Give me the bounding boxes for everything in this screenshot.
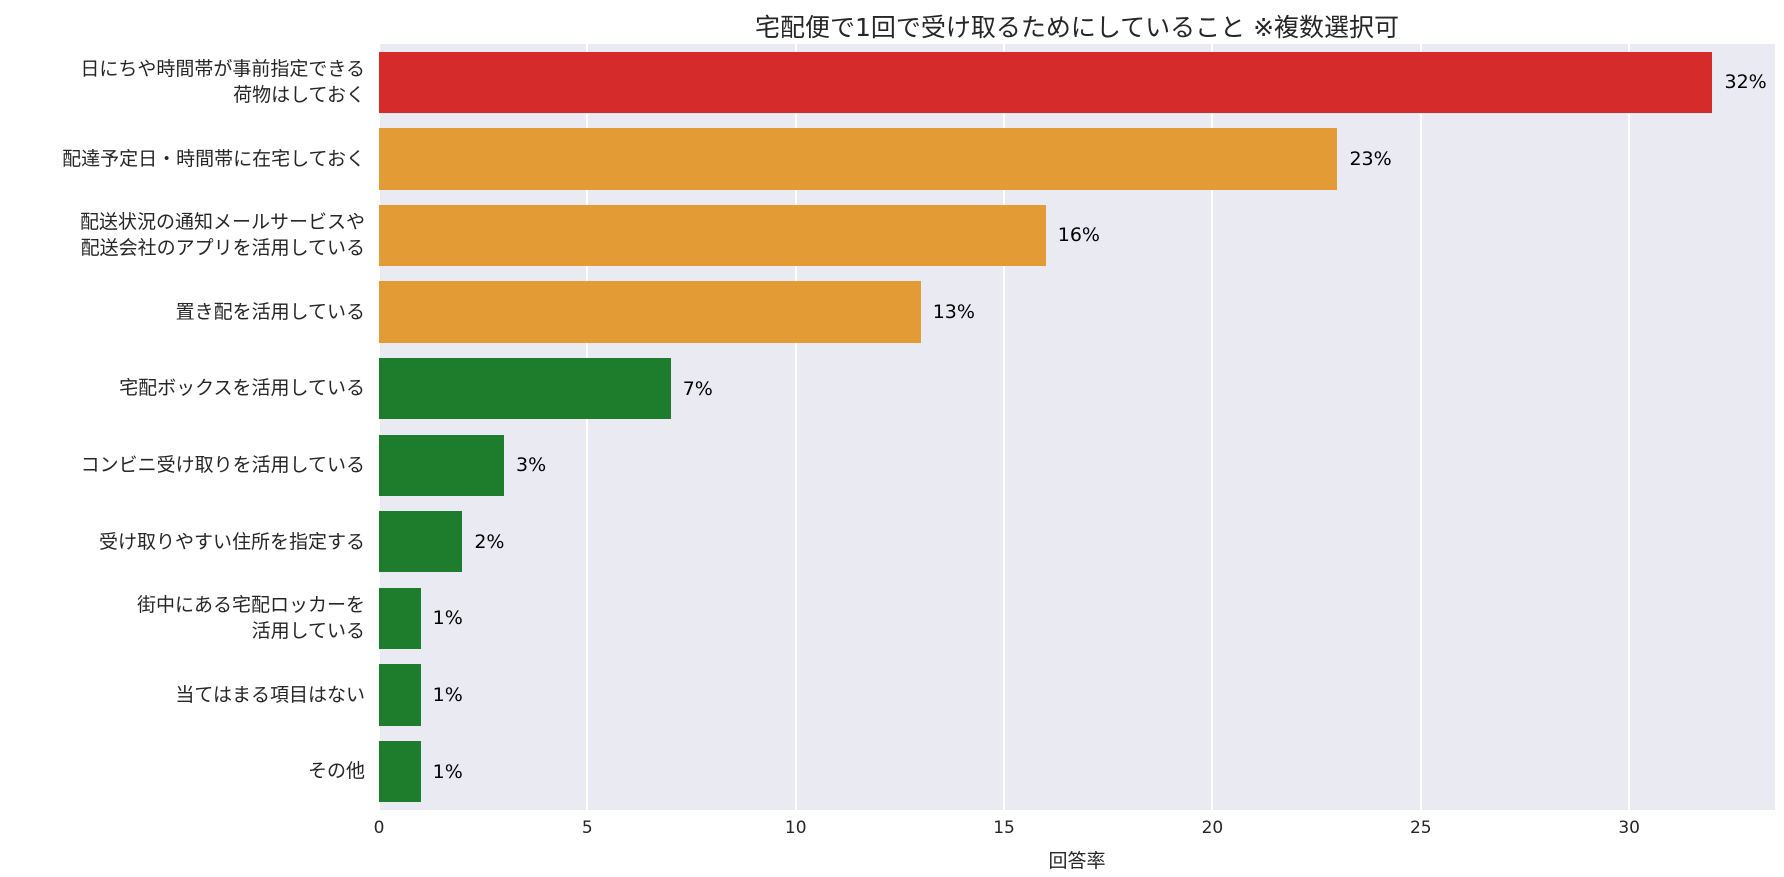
bar: [379, 281, 921, 343]
bar-row: 街中にある宅配ロッカーを 活用している 1%: [137, 580, 1775, 657]
y-axis-category-label: 配送状況の通知メールサービスや 配送会社のアプリを活用している: [79, 210, 365, 260]
bar-row: 配送状況の通知メールサービスや 配送会社のアプリを活用している 16%: [80, 197, 1775, 274]
bar: [379, 128, 1338, 190]
y-axis-category-label: 日にちや時間帯が事前指定できる 荷物はしておく: [80, 57, 365, 107]
bar-value-label: 13%: [932, 301, 975, 324]
plot-area: 日にちや時間帯が事前指定できる 荷物はしておく 32% 配達予定日・時間帯に在宅して…: [62, 44, 1775, 810]
gridline: [378, 44, 380, 810]
x-axis-tick-label: 5: [581, 818, 593, 838]
gridline: [794, 44, 797, 810]
gridline: [1419, 44, 1422, 810]
bar-value-label: 16%: [1057, 224, 1100, 247]
bar-value-label: 23%: [1349, 147, 1392, 170]
y-axis-category-label: 置き配を活用している: [175, 300, 365, 323]
x-axis-tick-label: 10: [784, 818, 807, 838]
bar: [379, 204, 1046, 267]
y-axis-category-label: コンビニ受け取りを活用している: [80, 453, 365, 476]
bar-value-label: 1%: [432, 607, 463, 630]
bar-value-label: 7%: [682, 377, 713, 400]
bar-row: 宅配ボックスを活用している 7%: [119, 350, 1775, 427]
gridline: [1628, 44, 1631, 810]
bar-value-label: 2%: [474, 530, 505, 553]
x-axis-tick-label: 25: [1409, 818, 1432, 838]
bar-row: 当てはまる項目はない 1%: [175, 657, 1775, 734]
bar-row: 日にちや時間帯が事前指定できる 荷物はしておく 32%: [80, 44, 1775, 121]
gridline: [586, 44, 589, 810]
x-axis-ticks: 0 5 10 15 20 25 30: [374, 818, 1775, 840]
y-axis-category-label: 受け取りやすい住所を指定する: [98, 530, 365, 553]
bar: [379, 741, 421, 803]
y-axis-category-label: 宅配ボックスを活用している: [119, 377, 365, 400]
bar: [379, 511, 463, 573]
bar-value-label: 1%: [432, 684, 463, 707]
bar-row: 置き配を活用している 13%: [176, 274, 1775, 351]
bar-value-label: 3%: [516, 454, 547, 477]
chart-title: 宅配便で1回で受け取るためにしていること ※複数選択可: [754, 13, 1400, 42]
bar-rows: 日にちや時間帯が事前指定できる 荷物はしておく 32% 配達予定日・時間帯に在宅して…: [62, 44, 1775, 810]
bar-row: 受け取りやすい住所を指定する 2%: [99, 504, 1775, 581]
y-axis-category-label: 配達予定日・時間帯に在宅しておく: [62, 147, 365, 170]
x-axis-label: 回答率: [1048, 850, 1106, 872]
bar: [379, 358, 671, 420]
x-axis-tick-label: 0: [373, 818, 385, 838]
y-axis-category-label: 街中にある宅配ロッカーを 活用している: [136, 593, 365, 643]
bar: [379, 51, 1713, 113]
bar-value-label: 32%: [1724, 71, 1767, 94]
bar-row: コンビニ受け取りを活用している 3%: [81, 427, 1775, 504]
bar: [379, 587, 421, 650]
bar-row: その他 1%: [308, 733, 1775, 810]
y-axis-category-label: 当てはまる項目はない: [175, 683, 365, 706]
y-axis-category-label: その他: [307, 760, 365, 783]
x-axis-tick-label: 30: [1618, 818, 1640, 838]
x-axis-tick-label: 15: [993, 818, 1015, 838]
gridline: [1211, 44, 1214, 810]
bar-row: 配達予定日・時間帯に在宅しておく 23%: [62, 121, 1775, 198]
x-axis-tick-label: 20: [1201, 818, 1224, 838]
bar-value-label: 1%: [432, 760, 463, 783]
gridline: [1003, 44, 1006, 810]
bar: [379, 664, 421, 726]
bar: [379, 434, 504, 496]
